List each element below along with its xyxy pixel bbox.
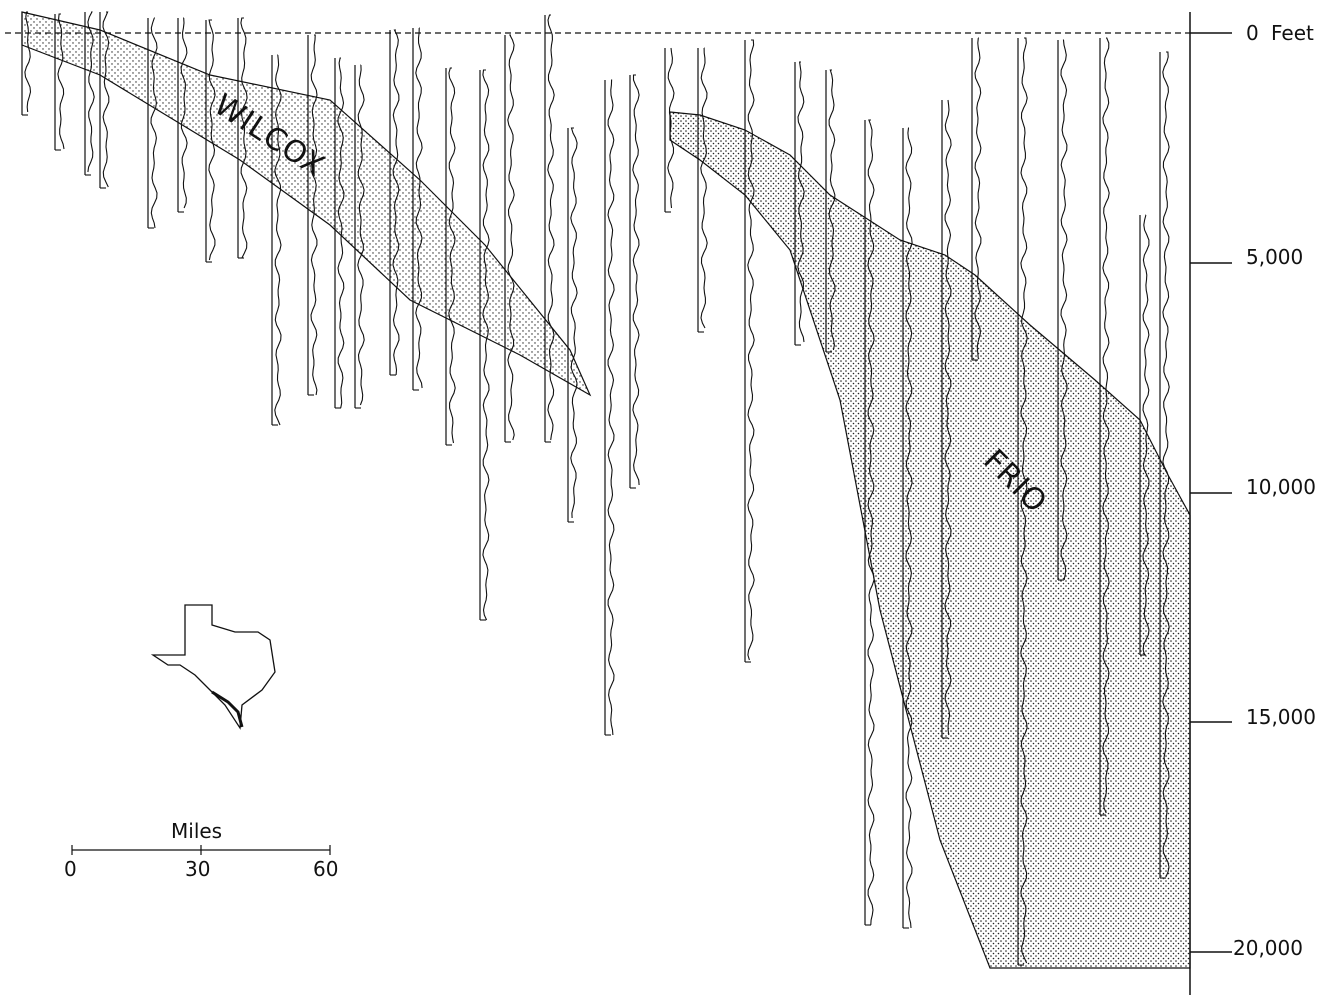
depth-tick-label: 10,000 <box>1246 475 1316 499</box>
scale-tick-label: 30 <box>185 857 210 881</box>
well-log <box>205 19 216 263</box>
well-log <box>334 57 345 409</box>
depth-tick-label: 5,000 <box>1246 245 1303 269</box>
scale-tick-label: 0 <box>64 857 77 881</box>
well-log <box>629 74 640 489</box>
scale-bar: Miles 0 30 60 <box>64 819 338 881</box>
well-log <box>504 34 515 443</box>
scale-bar-title: Miles <box>171 819 222 843</box>
well-log <box>697 47 708 333</box>
well-log <box>864 119 875 926</box>
well-log <box>307 34 318 396</box>
well-log <box>794 61 805 346</box>
depth-unit-label: Feet <box>1271 21 1314 45</box>
depth-tick-5000: 5,000 <box>1190 245 1303 269</box>
well-log <box>54 13 65 151</box>
well-log <box>21 11 32 116</box>
well-log <box>1159 51 1170 879</box>
depth-tick-15000: 15,000 <box>1190 705 1316 729</box>
well-log <box>479 69 490 621</box>
well-log <box>744 39 755 663</box>
depth-tick-label: 0 <box>1246 21 1259 45</box>
well-log <box>1139 214 1150 656</box>
wilcox-formation <box>21 11 592 397</box>
texas-outline-map <box>150 604 276 730</box>
well-log <box>445 67 456 446</box>
well-log <box>84 11 95 176</box>
depth-tick-label: 20,000 <box>1233 936 1303 960</box>
well-log <box>567 127 578 523</box>
well-log <box>1057 39 1068 581</box>
well-log <box>664 47 675 213</box>
well-log <box>99 11 110 189</box>
well-log <box>544 14 555 443</box>
well-log <box>1099 37 1110 816</box>
well-log <box>389 29 400 376</box>
well-log <box>825 69 836 353</box>
well-log <box>1017 37 1028 966</box>
well-log <box>271 54 282 426</box>
depth-tick-20000: 20,000 <box>1190 936 1303 960</box>
depth-tick-10000: 10,000 <box>1190 475 1316 499</box>
well-log <box>971 37 982 361</box>
well-log <box>941 99 952 739</box>
frio-formation <box>669 111 1191 969</box>
well-log <box>237 17 248 259</box>
well-logs <box>21 11 1170 966</box>
well-log <box>412 27 423 391</box>
scale-tick-label: 60 <box>313 857 338 881</box>
depth-tick-label: 15,000 <box>1246 705 1316 729</box>
well-log <box>177 17 188 213</box>
well-log <box>902 127 913 929</box>
depth-tick-0: 0 Feet <box>1190 21 1314 45</box>
well-log <box>604 79 615 736</box>
well-log <box>147 17 158 229</box>
well-log <box>354 64 365 409</box>
